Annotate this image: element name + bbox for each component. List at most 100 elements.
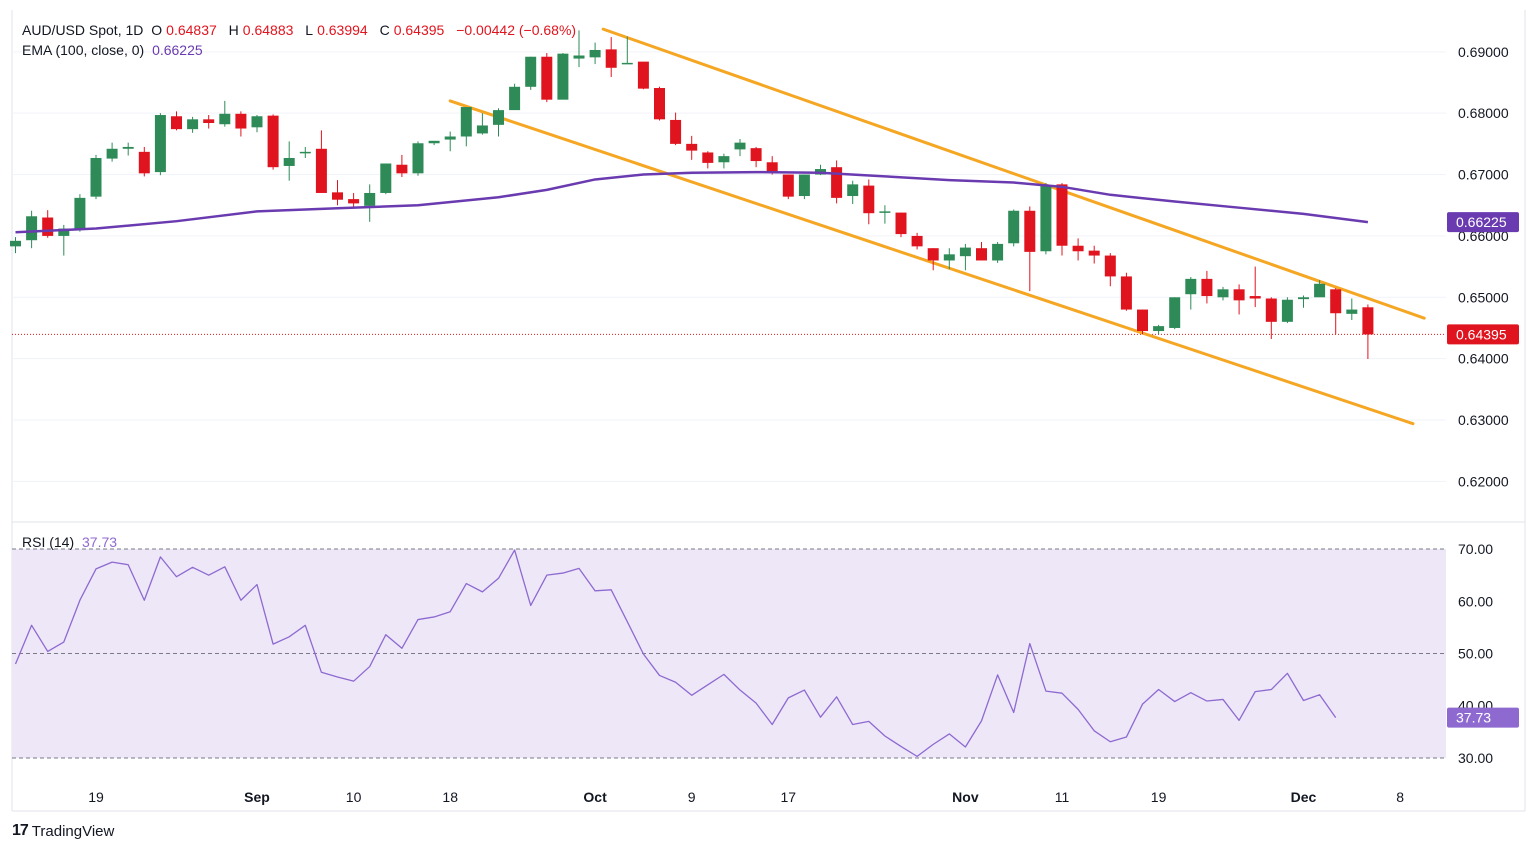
- price-axis-label: 0.67000: [1458, 167, 1509, 183]
- candle-body: [283, 157, 295, 166]
- candle-body: [348, 199, 360, 204]
- ohlc-legend: AUD/USD Spot, 1D O 0.64837 H 0.64883 L 0.63…: [22, 22, 580, 38]
- candle-body: [1265, 298, 1277, 322]
- low-value: 0.63994: [317, 22, 368, 38]
- candle-body: [1330, 289, 1342, 314]
- candle-body: [911, 235, 923, 247]
- high-value: 0.64883: [242, 22, 294, 38]
- date-axis-label: 11: [1055, 789, 1070, 805]
- candle-body: [299, 151, 311, 154]
- candle-body: [219, 113, 231, 125]
- rsi-axis-label: 60.00: [1458, 593, 1493, 609]
- candle-body: [26, 216, 38, 241]
- candle-body: [1120, 276, 1132, 310]
- candle-body: [686, 143, 698, 151]
- candle-body: [525, 56, 537, 87]
- candle-body: [251, 116, 263, 128]
- candle-body: [476, 125, 488, 134]
- date-axis-label: 19: [88, 789, 104, 805]
- candle-body: [1104, 255, 1116, 277]
- candle-body: [992, 243, 1004, 261]
- candle-body: [171, 116, 182, 130]
- close-value: 0.64395: [393, 22, 445, 38]
- candle-body: [1056, 184, 1068, 246]
- candle-body: [1008, 210, 1020, 244]
- price-axis-label: 0.68000: [1458, 105, 1509, 121]
- price-axis-label: 0.63000: [1458, 412, 1509, 428]
- candle-body: [943, 254, 955, 261]
- candle-body: [460, 107, 472, 137]
- candle-body: [332, 192, 343, 200]
- candle-body: [605, 49, 617, 68]
- candle-body: [1201, 278, 1213, 297]
- candle-body: [670, 119, 682, 144]
- open-value: 0.64837: [166, 22, 217, 38]
- date-axis-label: 17: [781, 789, 797, 805]
- ema-legend: EMA (100, close, 0) 0.66225: [22, 42, 207, 58]
- candle-body: [847, 184, 859, 197]
- symbol-label: AUD/USD Spot, 1D: [22, 22, 144, 38]
- last-price-badge-text: 0.64395: [1456, 326, 1507, 342]
- candle-body: [154, 115, 166, 173]
- candle-body: [203, 119, 215, 124]
- rsi-legend: RSI (14) 37.73: [22, 534, 121, 550]
- candle-body: [122, 146, 134, 149]
- candle-body: [976, 248, 987, 261]
- candle-body: [863, 185, 875, 214]
- candle-body: [1072, 245, 1084, 252]
- candle-body: [412, 143, 424, 174]
- price-axis-label: 0.64000: [1458, 351, 1509, 367]
- candle-body: [267, 115, 279, 168]
- rsi-value: 37.73: [82, 534, 118, 550]
- candle-body: [1249, 296, 1261, 299]
- candle-body: [702, 152, 714, 163]
- rsi-value-badge-text: 37.73: [1456, 710, 1491, 726]
- candle-body: [557, 53, 569, 100]
- date-axis-label: Nov: [952, 789, 979, 805]
- candle-body: [734, 142, 746, 150]
- tradingview-logo-icon: 17: [12, 822, 29, 839]
- rsi-axis-label: 30.00: [1458, 750, 1493, 766]
- candle-body: [1088, 250, 1100, 256]
- candle-body: [831, 167, 843, 198]
- ema-line: [15, 170, 1369, 234]
- candle-body: [1169, 297, 1181, 328]
- candle-body: [1217, 289, 1229, 298]
- rsi-label: RSI (14): [22, 534, 75, 550]
- date-axis-label: 8: [1396, 789, 1404, 805]
- date-axis-label: 9: [688, 789, 696, 805]
- tradingview-logo[interactable]: 17 TradingView: [12, 822, 114, 840]
- change-value: −0.00442 (−0.68%): [456, 22, 577, 38]
- candle-body: [364, 192, 376, 206]
- candle-body: [444, 136, 456, 140]
- candle-body: [493, 110, 504, 125]
- candle-body: [58, 228, 70, 236]
- ema-price-badge-text: 0.66225: [1456, 214, 1507, 230]
- candle-body: [509, 86, 521, 111]
- date-axis-label: 10: [346, 789, 362, 805]
- candle-body: [428, 140, 440, 144]
- rsi-line: [14, 549, 1337, 758]
- candle-body: [654, 88, 665, 120]
- rsi-value-badge-bg: [1447, 707, 1519, 728]
- candle-body: [380, 163, 392, 193]
- candle-body: [895, 212, 907, 235]
- candle-body: [235, 113, 247, 129]
- open-label: O: [151, 22, 163, 38]
- price-axis-label: 0.65000: [1458, 289, 1509, 305]
- ema-price-badge-bg: [1447, 212, 1519, 233]
- candle-body: [1185, 278, 1197, 295]
- date-axis-label: 19: [1151, 789, 1167, 805]
- candle-body: [187, 119, 199, 130]
- candle-body: [541, 56, 553, 100]
- rsi-axis-label: 70.00: [1458, 541, 1493, 557]
- candle-body: [927, 248, 939, 261]
- candle-body: [42, 217, 54, 236]
- candle-body: [959, 247, 971, 257]
- candle-body: [637, 61, 649, 89]
- candle-body: [1346, 309, 1358, 314]
- high-label: H: [228, 22, 239, 38]
- candle-body: [1024, 210, 1036, 252]
- channel-upper-line: [601, 27, 1426, 320]
